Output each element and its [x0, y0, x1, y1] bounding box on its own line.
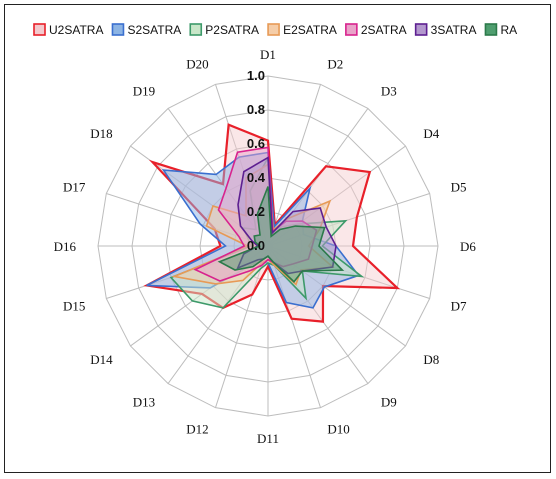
legend-swatch [189, 23, 203, 36]
category-label: D2 [327, 56, 343, 71]
radial-ticks: 0.0 0.2 0.4 0.6 0.8 1.0 [247, 68, 266, 253]
legend-swatch [345, 23, 358, 36]
tick-label: 0.8 [247, 102, 265, 117]
legend-label: 3SATRA [431, 23, 477, 37]
tick-label: 0.2 [247, 204, 265, 219]
category-label: D9 [381, 394, 397, 409]
category-label: D7 [451, 298, 467, 313]
legend-swatch [111, 23, 125, 36]
tick-label: 1.0 [247, 68, 265, 83]
category-label: D19 [133, 84, 155, 99]
category-labels: D1 D2 D3 D4 D5 D6 D7 D8 D9 D10 D11 D12 D13 D14 D15 D16 D… [54, 47, 477, 446]
legend-label: P2SATRA [205, 23, 259, 37]
tick-label: 0.0 [247, 238, 265, 253]
category-label: D5 [451, 180, 467, 195]
category-label: D1 [260, 47, 276, 62]
category-label: D4 [423, 126, 439, 141]
category-label: D3 [381, 84, 397, 99]
legend-label: U2SATRA [49, 23, 103, 37]
category-label: D17 [63, 180, 86, 195]
legend-label: E2SATRA [283, 23, 337, 37]
grid-spoke [214, 245, 269, 408]
legend-swatch [484, 23, 498, 36]
category-label: D14 [90, 352, 113, 367]
grid-spoke [267, 84, 322, 247]
legend-swatch [33, 23, 46, 36]
legend-label: 2SATRA [361, 23, 407, 37]
legend-label: RA [500, 23, 517, 37]
category-label: D18 [90, 126, 112, 141]
legend-label: S2SATRA [127, 23, 181, 37]
category-label: D6 [460, 239, 476, 254]
legend-swatch [414, 23, 428, 36]
category-label: D16 [54, 239, 77, 254]
category-label: D20 [186, 56, 208, 71]
category-label: D12 [186, 422, 208, 437]
category-label: D10 [327, 422, 349, 437]
tick-label: 0.6 [247, 136, 265, 151]
legend-swatch [267, 23, 280, 36]
legend: U2SATRA S2SATRA P2SATRA E2SATRA 2SATRA 3SATRA… [33, 23, 517, 37]
category-label: D15 [63, 298, 85, 313]
category-label: D11 [257, 431, 279, 446]
tick-label: 0.4 [247, 170, 266, 185]
series-layer [143, 123, 401, 323]
series-ra [217, 186, 345, 283]
category-label: D8 [423, 352, 439, 367]
category-label: D13 [133, 394, 155, 409]
